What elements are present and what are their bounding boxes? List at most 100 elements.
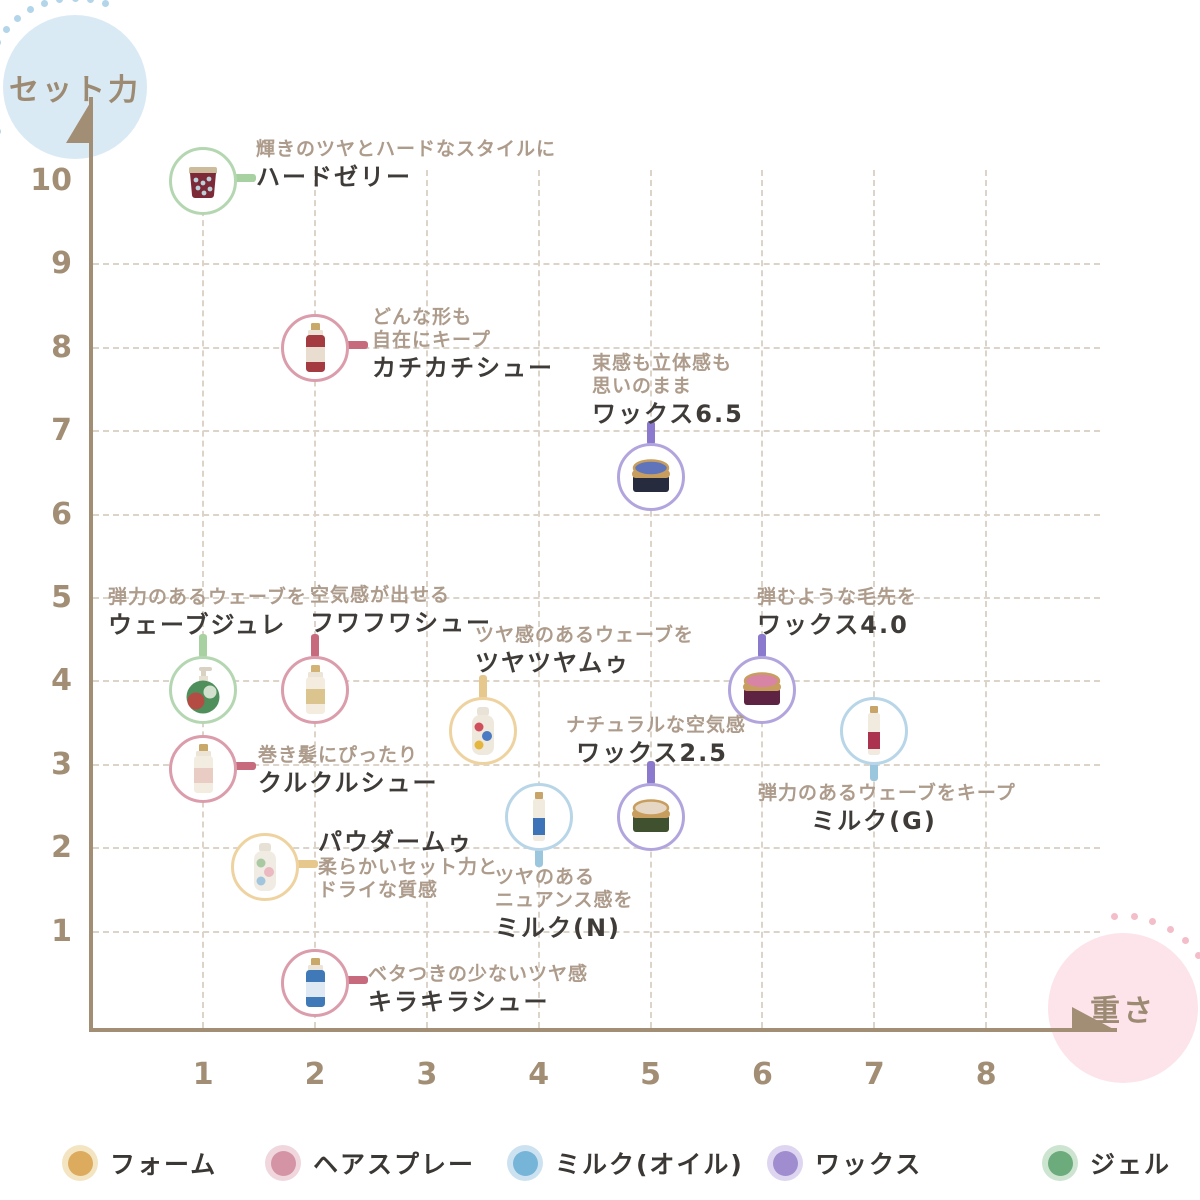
label-connector	[646, 760, 655, 785]
product-name: ウェーブジュレ	[108, 611, 287, 639]
legend-item-milk: ミルク(オイル)	[507, 1143, 744, 1183]
x-tick-label: 2	[304, 1057, 326, 1092]
legend-item-spray: ヘアスプレー	[265, 1143, 475, 1183]
x-tick-label: 1	[192, 1057, 214, 1092]
decorative-dot	[0, 39, 2, 46]
product-description: 柔らかいセット力と	[318, 856, 499, 878]
product-name: パウダームゥ	[318, 828, 474, 856]
x-tick-label: 8	[975, 1057, 997, 1092]
product-label-wax-2-5: ナチュラルな空気感 ワックス2.5	[566, 714, 747, 767]
legend-dot-gel	[1042, 1145, 1078, 1181]
product-description: ニュアンス感を	[495, 889, 634, 911]
product-marker-kurukuru-chou	[169, 734, 238, 803]
product-label-fuwafuwa-chou: 空気感が出せるフワフワシュー	[310, 584, 492, 637]
y-tick-label: 9	[51, 246, 72, 282]
gridline-horizontal	[93, 763, 1100, 766]
product-photo	[306, 664, 326, 714]
decorative-dot	[1166, 925, 1174, 933]
gridline-vertical	[985, 170, 988, 1028]
x-tick-label: 5	[640, 1057, 662, 1092]
product-photo	[868, 706, 881, 756]
legend-dot-spray	[265, 1145, 301, 1181]
product-photo	[194, 743, 214, 793]
product-description: 巻き髪にぴったり	[258, 744, 419, 766]
product-description: ツヤ感のあるウェーブを	[475, 624, 694, 646]
product-photo	[189, 167, 218, 198]
gridline-horizontal	[93, 430, 1100, 433]
gridline-vertical	[314, 170, 317, 1028]
y-axis-line	[89, 97, 93, 1032]
product-description: 思いのまま	[592, 375, 693, 397]
label-connector	[478, 675, 487, 700]
legend-label-milk: ミルク(オイル)	[555, 1150, 744, 1179]
decorative-dot	[14, 15, 22, 23]
gridline-vertical	[537, 170, 540, 1028]
y-tick-label: 6	[51, 496, 72, 532]
decorative-dot	[41, 0, 49, 7]
decorative-dot	[1194, 951, 1200, 959]
legend-label-foam: フォーム	[110, 1150, 218, 1179]
gridline-vertical	[425, 170, 428, 1028]
gridline-horizontal	[93, 346, 1100, 349]
product-label-wax-6-5: 束感も立体感も 思いのまま ワックス6.5	[592, 352, 744, 428]
product-marker-wax-2-5	[616, 782, 685, 851]
product-name: ミルク(N)	[495, 914, 622, 942]
x-tick-label: 4	[528, 1057, 550, 1092]
product-marker-milk-g	[840, 697, 909, 766]
product-photo	[253, 842, 276, 891]
decorative-dot	[0, 128, 2, 135]
y-tick-label: 3	[51, 746, 72, 782]
x-axis-bubble: 重さ	[1048, 933, 1198, 1083]
legend-label-gel: ジェル	[1090, 1150, 1172, 1179]
product-marker-wave-jule	[169, 655, 238, 724]
product-photo	[631, 459, 670, 493]
decorative-dot	[1149, 917, 1157, 925]
decorative-dot	[56, 0, 64, 3]
product-name: フワフワシュー	[310, 609, 492, 637]
product-marker-fuwafuwa-chou	[281, 655, 350, 724]
product-label-kirakira-chou: ベタつきの少ないツヤ感 キラキラシュー	[368, 963, 588, 1016]
gridline-horizontal	[93, 680, 1100, 683]
legend-item-foam: フォーム	[62, 1143, 217, 1183]
product-description: 輝きのツヤとハードなスタイルに	[256, 138, 557, 160]
product-marker-wax-4-0	[728, 655, 797, 724]
product-label-kurukuru-chou: 巻き髪にぴったり クルクルシュー	[258, 744, 439, 797]
gridline-horizontal	[93, 263, 1100, 266]
gridline-vertical	[873, 170, 876, 1028]
product-marker-kirakira-chou	[281, 949, 350, 1018]
decorative-dot	[101, 0, 109, 7]
product-description: 空気感が出せる	[310, 584, 451, 606]
product-marker-tsuyatsuya-mou	[448, 697, 517, 766]
product-description: ドライな質感	[318, 879, 439, 901]
x-tick-label: 3	[416, 1057, 438, 1092]
product-marker-hard-jelly	[169, 147, 238, 215]
y-tick-label: 2	[51, 830, 72, 866]
product-description: ナチュラルな空気感	[566, 714, 747, 736]
label-connector	[232, 174, 257, 182]
label-connector	[758, 633, 767, 658]
decorative-dot	[1182, 937, 1190, 945]
label-connector	[232, 761, 257, 770]
product-name: カチカチシュー	[372, 354, 554, 382]
product-description: 弾力のあるウェーブをキープ	[758, 782, 1016, 804]
product-marker-kachikachi-chou	[281, 313, 350, 382]
product-label-kachikachi-chou: どんな形も 自在にキープ カチカチシュー	[372, 306, 554, 382]
legend-item-wax: ワックス	[767, 1143, 922, 1183]
label-connector	[199, 633, 208, 658]
gridline-horizontal	[93, 847, 1100, 850]
y-tick-label: 7	[51, 413, 72, 449]
product-description: 自在にキープ	[372, 329, 491, 351]
y-tick-label: 10	[30, 163, 72, 198]
product-label-tsuyatsuya-mou: ツヤ感のあるウェーブをツヤツヤムゥ	[475, 624, 694, 677]
product-name: ワックス6.5	[592, 400, 744, 428]
product-name: ワックス4.0	[757, 611, 909, 639]
gridline-horizontal	[93, 513, 1100, 516]
y-tick-label: 5	[51, 580, 72, 615]
product-name: ミルク(G)	[811, 807, 937, 835]
legend: フォーム ヘアスプレー ミルク(オイル) ワックス ジェル	[0, 1143, 1200, 1187]
legend-label-wax: ワックス	[815, 1150, 923, 1179]
decorative-dot	[86, 0, 94, 3]
product-name: ツヤツヤムゥ	[475, 649, 631, 677]
product-label-hard-jelly: 輝きのツヤとハードなスタイルに ハードゼリー	[256, 138, 556, 191]
legend-dot-wax	[767, 1145, 803, 1181]
